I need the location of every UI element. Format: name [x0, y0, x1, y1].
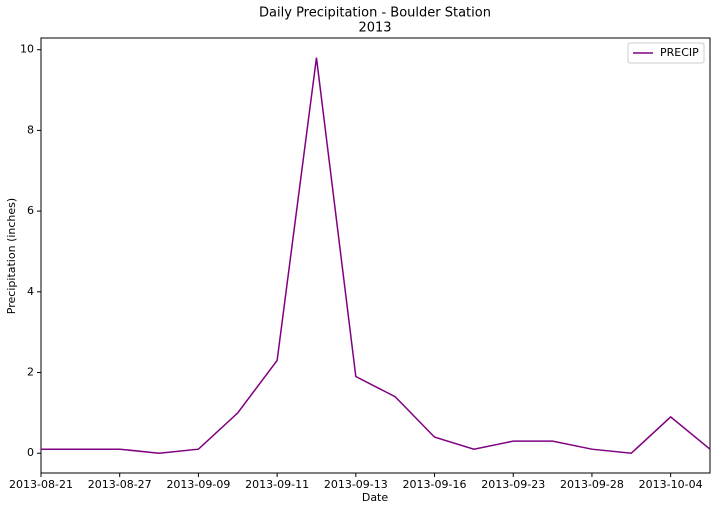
y-tick-label: 8: [27, 123, 34, 136]
x-tick-label: 2013-10-04: [639, 478, 703, 491]
plot-area: [40, 37, 711, 474]
x-tick-label: 2013-09-23: [481, 478, 545, 491]
y-tick-label: 6: [27, 204, 34, 217]
legend-box: [627, 42, 705, 64]
x-tick-label: 2013-09-28: [560, 478, 624, 491]
y-tick-label: 2: [27, 366, 34, 379]
x-tick-label: 2013-09-11: [245, 478, 309, 491]
x-tick-label: 2013-09-16: [403, 478, 467, 491]
y-axis-label: Precipitation (inches): [5, 198, 18, 314]
x-tick-label: 2013-09-09: [166, 478, 230, 491]
y-tick-label: 0: [27, 446, 34, 459]
x-tick-label: 2013-09-13: [324, 478, 388, 491]
y-tick-label: 10: [20, 43, 34, 56]
y-tick-label: 4: [27, 285, 34, 298]
x-axis-label: Date: [362, 491, 389, 504]
x-tick-label: 2013-08-27: [88, 478, 152, 491]
chart-subtitle: 2013: [358, 21, 391, 36]
legend-label: PRECIP: [660, 46, 699, 59]
x-tick-label: 2013-08-21: [9, 478, 73, 491]
data-line: [41, 57, 711, 455]
chart-title: Daily Precipitation - Boulder Station: [259, 6, 491, 21]
